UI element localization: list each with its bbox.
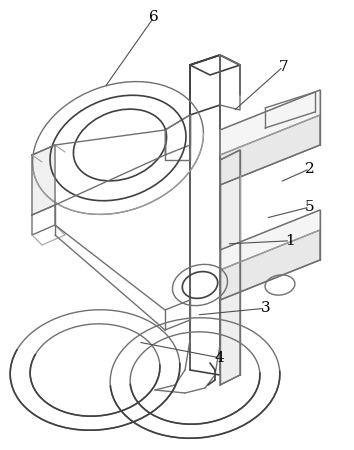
Text: 7: 7	[278, 59, 288, 74]
Polygon shape	[220, 230, 320, 300]
Polygon shape	[32, 145, 55, 215]
Polygon shape	[220, 210, 320, 270]
Polygon shape	[220, 150, 240, 385]
Text: 6: 6	[149, 10, 159, 24]
Text: 3: 3	[261, 301, 270, 315]
Text: 2: 2	[305, 162, 315, 176]
Polygon shape	[220, 90, 320, 155]
Text: 5: 5	[305, 200, 315, 214]
Text: 4: 4	[215, 351, 224, 365]
Polygon shape	[220, 115, 320, 185]
Text: 1: 1	[285, 234, 295, 248]
